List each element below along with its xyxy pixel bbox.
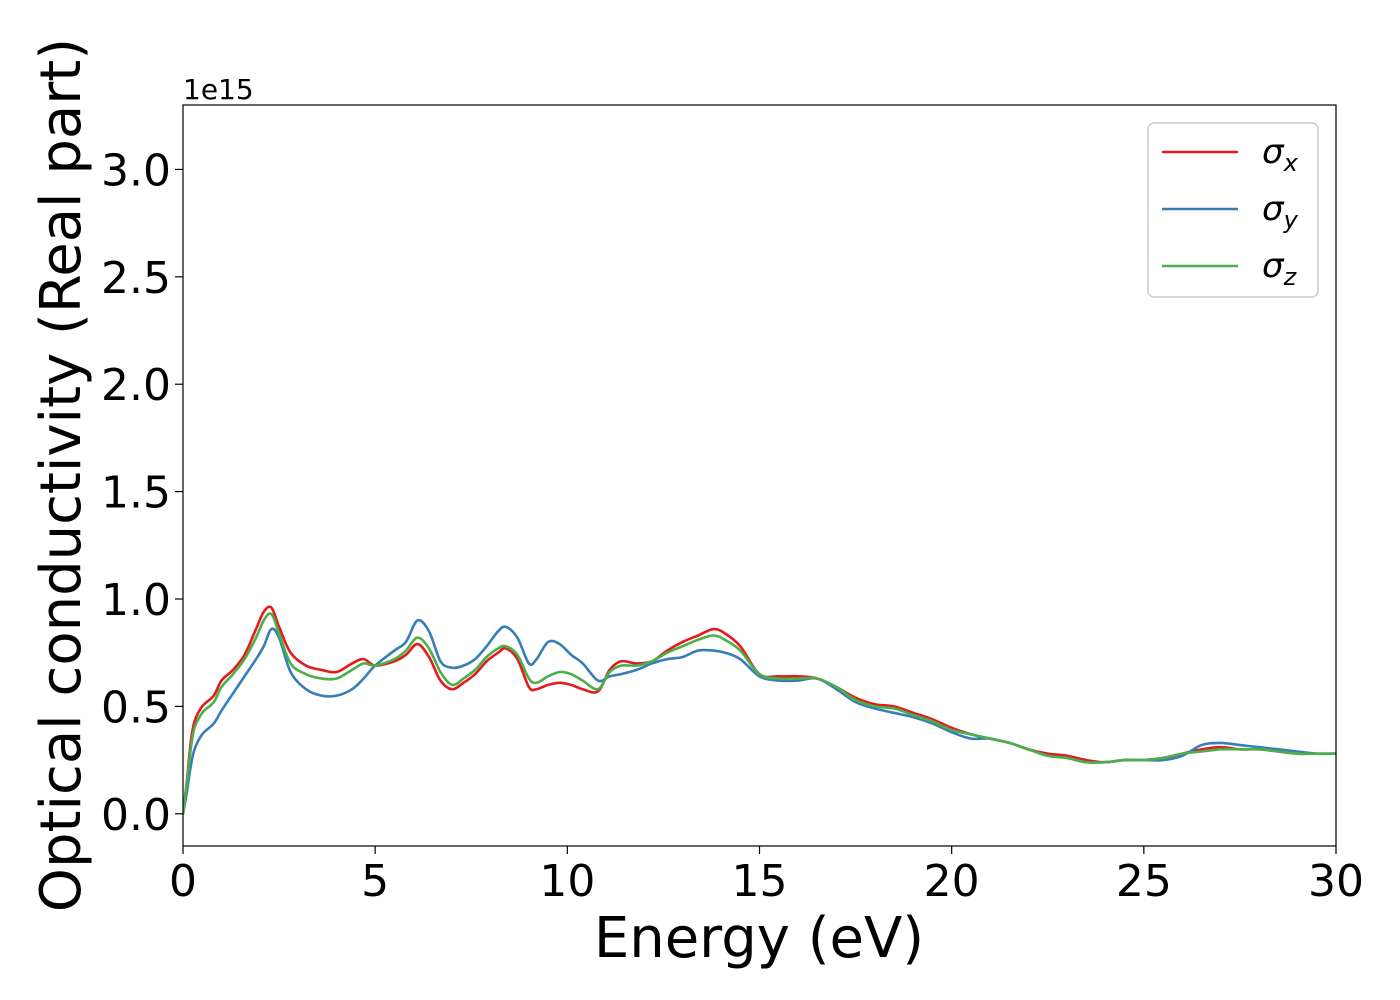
y-axis: 0.0 0.5 1.0 1.5 2.0 2.5 3.0 bbox=[101, 145, 183, 841]
legend-subscript: z bbox=[1283, 263, 1298, 291]
legend-label-y: σy bbox=[1262, 189, 1299, 234]
y-scale-offset-label: 1e15 bbox=[183, 73, 254, 106]
y-tick-label: 0.0 bbox=[101, 790, 171, 841]
y-tick-label: 1.0 bbox=[101, 575, 171, 626]
legend-symbol: σ bbox=[1262, 246, 1285, 286]
x-tick-label: 20 bbox=[924, 856, 980, 907]
x-tick-label: 25 bbox=[1116, 856, 1172, 907]
legend-symbol: σ bbox=[1262, 189, 1285, 229]
y-tick-label: 2.5 bbox=[101, 253, 171, 304]
y-tick-label: 2.0 bbox=[101, 360, 171, 411]
y-tick-label: 1.5 bbox=[101, 468, 171, 519]
series-layer bbox=[183, 605, 1336, 816]
y-tick-label: 3.0 bbox=[101, 145, 171, 196]
x-tick-label: 0 bbox=[169, 856, 197, 907]
y-tick-label: 0.5 bbox=[101, 682, 171, 733]
x-axis: 0 5 10 15 20 25 30 bbox=[169, 846, 1364, 907]
y-axis-label: Optical conductivity (Real part) bbox=[29, 38, 94, 912]
x-tick-label: 5 bbox=[361, 856, 389, 907]
legend-subscript: x bbox=[1283, 149, 1299, 177]
legend-label-x: σx bbox=[1262, 132, 1299, 177]
series-line-z bbox=[183, 612, 1336, 816]
x-tick-label: 10 bbox=[539, 856, 595, 907]
legend-label-z: σz bbox=[1262, 246, 1298, 291]
legend-subscript: y bbox=[1283, 206, 1299, 234]
legend-symbol: σ bbox=[1262, 132, 1285, 172]
x-tick-label: 30 bbox=[1308, 856, 1364, 907]
x-tick-label: 15 bbox=[732, 856, 788, 907]
x-axis-label: Energy (eV) bbox=[594, 906, 924, 971]
series-line-x bbox=[183, 605, 1336, 816]
